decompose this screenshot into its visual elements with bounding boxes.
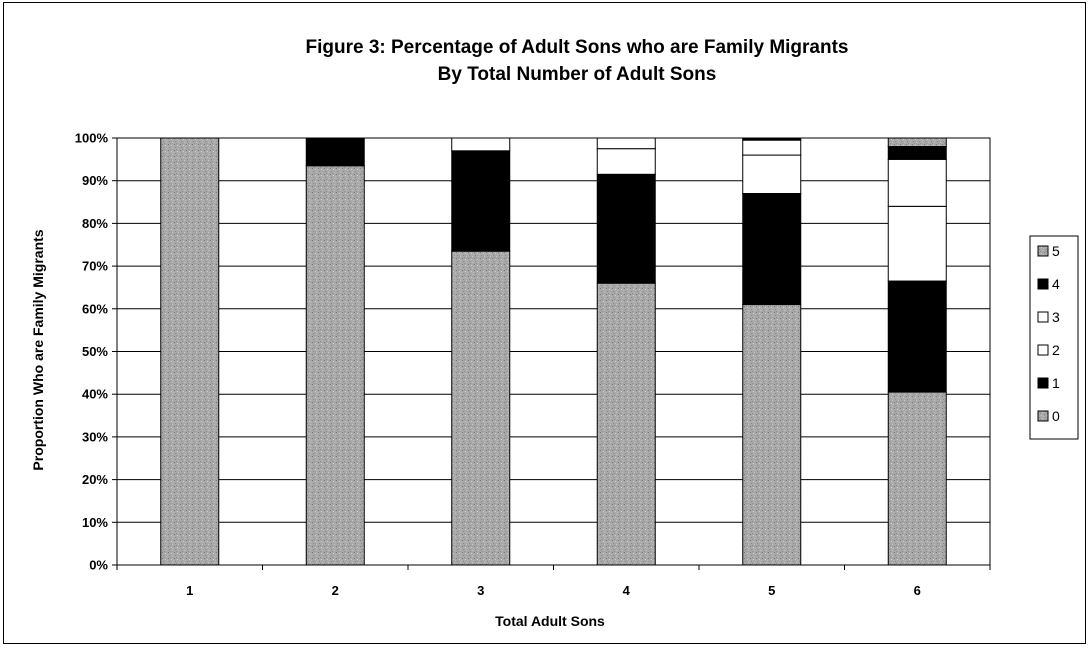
bar-segment-5[interactable] <box>887 137 947 148</box>
legend-label-0: 0 <box>1052 408 1060 424</box>
plot-area: 0% 10% 20% 30% 40% 50% 60% 70% 80% 90% 100% 1 2 3 4 5 6 <box>75 131 991 598</box>
legend: 5 4 3 2 1 0 <box>1029 235 1079 440</box>
bar-segment-2[interactable] <box>596 148 656 175</box>
bar-segment-0[interactable] <box>742 304 802 566</box>
x-tick-label: 3 <box>477 583 484 598</box>
bar-segment-0[interactable] <box>887 391 947 566</box>
legend-swatch-0 <box>1037 410 1049 422</box>
legend-swatch-1 <box>1037 377 1049 389</box>
legend-label-3: 3 <box>1052 309 1060 325</box>
bar-segment-3[interactable] <box>887 158 947 207</box>
bar-segment-0[interactable] <box>305 165 365 566</box>
bar-segment-0[interactable] <box>160 137 220 566</box>
bar-segment-1[interactable] <box>305 137 365 167</box>
y-tick-label: 40% <box>82 387 108 402</box>
bar-segment-2[interactable] <box>742 154 802 195</box>
bar-segment-1[interactable] <box>887 280 947 393</box>
y-tick-label: 50% <box>82 344 108 359</box>
legend-swatch-5 <box>1037 245 1049 257</box>
legend-label-5: 5 <box>1052 243 1060 259</box>
legend-label-4: 4 <box>1052 276 1060 292</box>
bar-segment-1[interactable] <box>742 193 802 306</box>
x-tick-label: 6 <box>914 583 921 598</box>
x-axis-label: Total Adult Sons <box>495 613 605 629</box>
bar-segment-4[interactable] <box>887 146 947 160</box>
bar-segment-1[interactable] <box>596 173 656 284</box>
legend-swatch-2 <box>1037 344 1049 356</box>
bar-segment-2[interactable] <box>451 137 511 152</box>
y-tick-label: 0% <box>89 558 108 573</box>
y-tick-label: 20% <box>82 472 108 487</box>
y-tick-label: 100% <box>75 131 109 146</box>
bar-segment-0[interactable] <box>596 282 656 566</box>
bar-segment-3[interactable] <box>742 139 802 156</box>
chart-title: Figure 3: Percentage of Adult Sons who a… <box>305 37 848 58</box>
legend-swatch-4 <box>1037 278 1049 290</box>
x-tick-label: 5 <box>768 583 775 598</box>
bar-segment-0[interactable] <box>451 250 511 566</box>
y-tick-label: 60% <box>82 301 108 316</box>
bar-segment-1[interactable] <box>451 150 511 252</box>
y-tick-label: 30% <box>82 429 108 444</box>
bar-segment-2[interactable] <box>887 205 947 282</box>
y-tick-label: 70% <box>82 259 108 274</box>
plot-border <box>116 137 991 566</box>
y-tick-label: 90% <box>82 173 108 188</box>
x-tick-label: 4 <box>623 583 631 598</box>
legend-box <box>1029 235 1079 440</box>
legend-label-1: 1 <box>1052 375 1060 391</box>
bar-segment-3[interactable] <box>596 137 656 150</box>
legend-label-2: 2 <box>1052 342 1060 358</box>
x-tick-label: 2 <box>332 583 339 598</box>
y-tick-label: 10% <box>82 515 108 530</box>
y-axis-label: Proportion Who are Family Migrants <box>30 229 46 470</box>
y-tick-label: 80% <box>82 216 108 231</box>
x-tick-label: 1 <box>186 583 193 598</box>
chart-subtitle: By Total Number of Adult Sons <box>438 64 717 85</box>
legend-swatch-3 <box>1037 311 1049 323</box>
